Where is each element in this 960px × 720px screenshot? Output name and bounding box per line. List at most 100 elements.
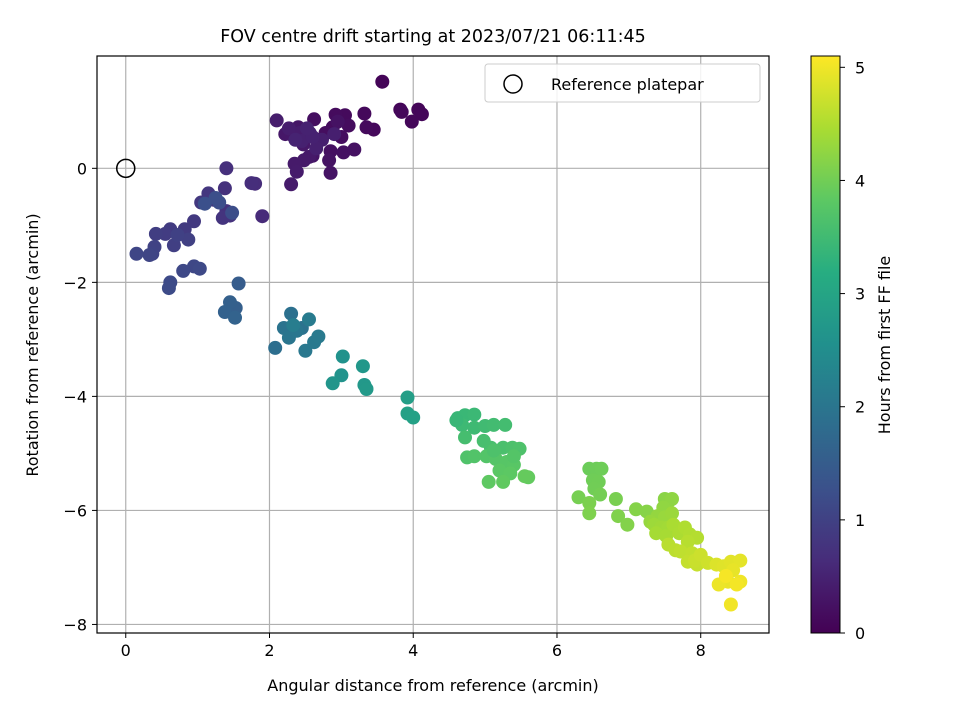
data-point xyxy=(375,74,390,89)
colorbar-tick-label: 2 xyxy=(855,398,865,417)
data-point xyxy=(467,420,482,435)
y-tick-label: −8 xyxy=(63,615,87,634)
y-tick-label: 0 xyxy=(77,159,87,178)
grid-lines xyxy=(97,56,769,633)
legend: Reference platepar xyxy=(484,63,761,103)
data-point xyxy=(594,461,609,476)
data-point xyxy=(665,492,679,506)
data-point xyxy=(394,104,409,119)
data-point xyxy=(268,340,283,355)
data-point xyxy=(176,263,191,278)
data-point xyxy=(449,413,464,428)
data-point xyxy=(181,232,196,247)
y-tick-label: −2 xyxy=(63,273,87,292)
data-point xyxy=(192,261,207,276)
data-point xyxy=(311,329,326,344)
data-point xyxy=(330,114,345,129)
data-point xyxy=(284,306,299,321)
data-point xyxy=(255,209,270,224)
x-axis-label: Angular distance from reference (arcmin) xyxy=(267,676,598,695)
data-point xyxy=(506,449,521,464)
data-point xyxy=(593,487,608,502)
data-point xyxy=(129,246,144,261)
data-point xyxy=(289,164,304,179)
data-point xyxy=(611,509,626,524)
data-point xyxy=(161,281,176,296)
data-point xyxy=(335,349,350,364)
data-points xyxy=(129,74,748,612)
colorbar xyxy=(810,55,841,634)
data-point xyxy=(288,132,303,147)
chart-title: FOV centre drift starting at 2023/07/21 … xyxy=(220,27,646,47)
data-point xyxy=(458,430,472,445)
data-point xyxy=(355,359,370,374)
data-point xyxy=(359,120,374,135)
data-point xyxy=(298,343,313,358)
data-point xyxy=(582,506,597,521)
data-point xyxy=(142,248,157,262)
data-point xyxy=(496,474,511,489)
data-point xyxy=(571,490,586,505)
data-point xyxy=(400,390,415,405)
x-tick-label: 2 xyxy=(264,641,274,660)
colorbar-tick-label: 4 xyxy=(855,171,865,190)
data-point xyxy=(219,161,234,176)
colorbar-tick-label: 1 xyxy=(855,511,865,530)
y-axis-label: Rotation from reference (arcmin) xyxy=(23,213,42,476)
data-point xyxy=(517,469,532,484)
data-point xyxy=(733,553,748,568)
colorbar-tick-label: 3 xyxy=(855,285,865,304)
data-point xyxy=(486,417,501,432)
colorbar-label: Hours from first FF file xyxy=(875,256,894,435)
data-point xyxy=(481,474,496,489)
plot-frame xyxy=(96,55,770,634)
data-point xyxy=(148,226,163,241)
data-point xyxy=(406,410,421,425)
reference-platepar-marker xyxy=(115,158,136,179)
data-point xyxy=(486,443,501,458)
data-point xyxy=(299,121,314,136)
data-point xyxy=(225,205,240,220)
data-point xyxy=(231,276,246,291)
data-point xyxy=(284,177,299,192)
x-axis-ticks: 0 2 4 6 8 xyxy=(121,633,706,660)
data-point xyxy=(170,228,185,242)
data-point xyxy=(286,318,301,333)
data-point xyxy=(467,449,482,464)
colorbar-tick-label: 0 xyxy=(855,624,865,643)
data-point xyxy=(309,141,324,156)
x-tick-label: 8 xyxy=(696,641,706,660)
colorbar-ticks: 0 1 2 3 4 5 xyxy=(840,58,865,643)
data-point xyxy=(347,142,362,157)
data-point xyxy=(673,544,688,559)
data-point xyxy=(729,577,744,592)
data-point xyxy=(208,191,223,205)
legend-box xyxy=(484,63,761,103)
data-point xyxy=(498,417,513,432)
data-point xyxy=(187,214,201,229)
data-point xyxy=(325,376,340,391)
data-point xyxy=(327,127,342,142)
data-point xyxy=(665,506,679,521)
data-point xyxy=(302,312,316,327)
data-point xyxy=(269,113,284,128)
data-point xyxy=(323,165,338,180)
data-point xyxy=(723,597,738,612)
data-point xyxy=(244,176,259,191)
data-point xyxy=(492,463,507,478)
data-point xyxy=(228,310,242,325)
data-point xyxy=(341,118,356,133)
data-point xyxy=(680,534,695,549)
data-point xyxy=(322,153,337,168)
y-tick-label: −4 xyxy=(63,387,87,406)
data-point xyxy=(414,107,429,122)
data-point xyxy=(336,145,351,160)
y-tick-label: −6 xyxy=(63,501,87,520)
x-tick-label: 6 xyxy=(552,641,562,660)
legend-marker-icon xyxy=(503,74,523,94)
data-point xyxy=(608,492,623,506)
data-point xyxy=(629,502,643,517)
data-point xyxy=(582,496,597,510)
data-point xyxy=(718,569,733,583)
